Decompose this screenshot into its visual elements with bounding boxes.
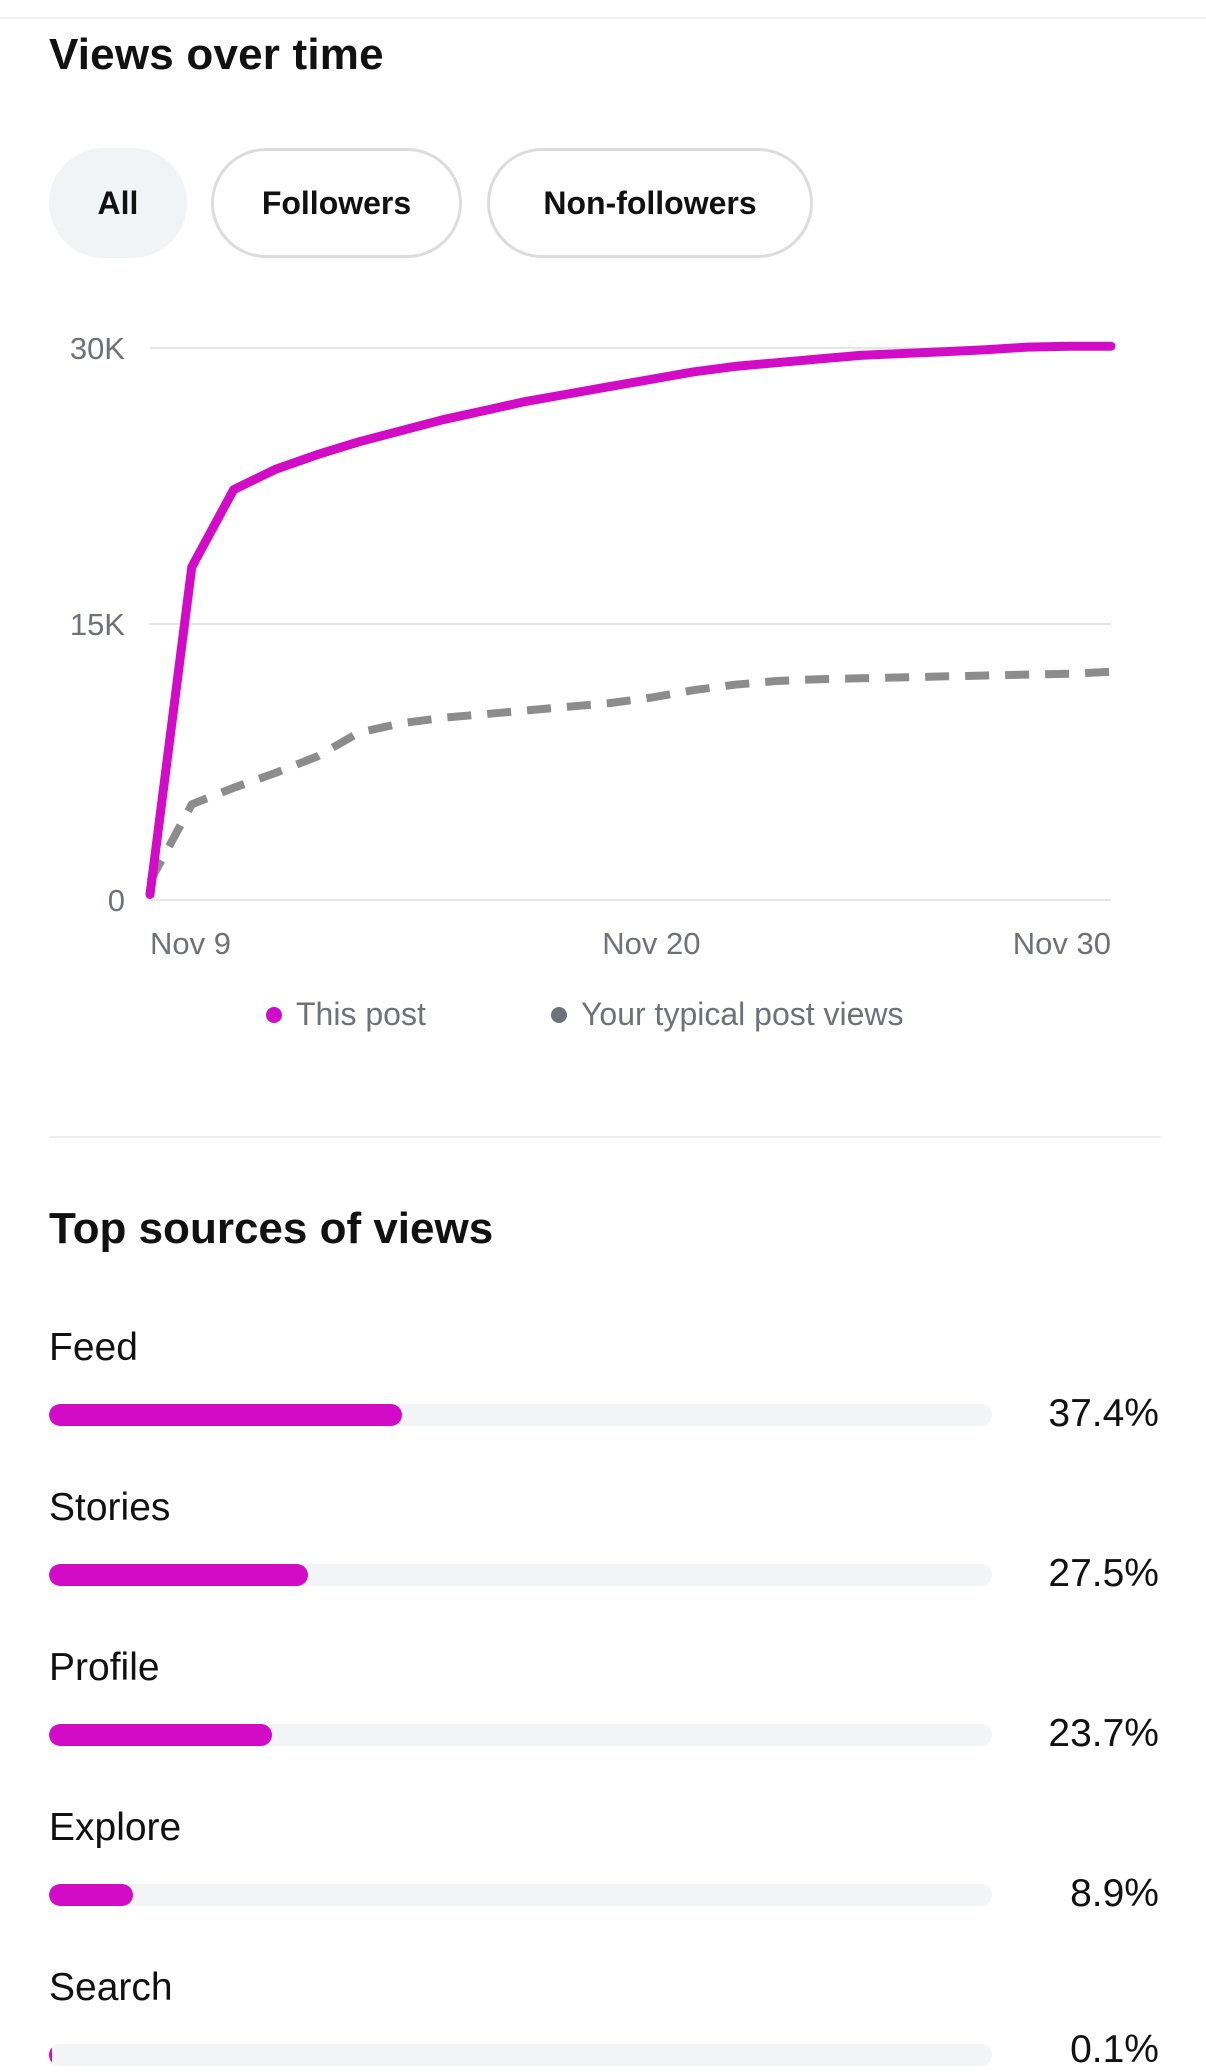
source-bar-track-explore <box>49 1884 992 1906</box>
source-label-explore: Explore <box>49 1806 182 1849</box>
views-over-time-title: Views over time <box>49 30 384 79</box>
filter-all-label: All <box>97 184 139 221</box>
filter-followers-label: Followers <box>261 184 412 221</box>
top-sources-title: Top sources of views <box>49 1204 494 1253</box>
source-label-profile: Profile <box>49 1646 160 1689</box>
legend-this-post: This post <box>266 996 426 1033</box>
source-bar-fill-feed <box>49 1404 402 1426</box>
source-bar-track-stories <box>49 1564 992 1586</box>
filter-all-button[interactable]: All <box>49 148 187 258</box>
legend-this-post-dot <box>266 1006 282 1023</box>
source-percent-stories: 27.5% <box>1048 1552 1159 1595</box>
source-percent-search: 0.1% <box>1070 2028 1159 2071</box>
section-divider <box>49 1136 1161 1138</box>
legend-typical-label: Your typical post views <box>581 996 904 1032</box>
top-divider <box>0 17 1206 19</box>
x-tick-label-1: Nov 20 <box>602 926 700 961</box>
series-line-typical-post-views <box>146 667 1112 884</box>
source-bar-fill-explore <box>49 1884 133 1906</box>
legend-this-post-label: This post <box>296 996 426 1032</box>
filter-non-followers-button[interactable]: Non-followers <box>487 148 813 258</box>
source-percent-explore: 8.9% <box>1070 1872 1159 1915</box>
filter-followers-button[interactable]: Followers <box>211 148 462 258</box>
y-tick-label-1: 15K <box>70 607 125 642</box>
source-bar-fill-search <box>49 2044 52 2066</box>
views-line-chart: 0 15K 30K Nov 9 Nov 20 Nov 30 <box>70 331 1116 961</box>
source-label-feed: Feed <box>49 1326 138 1369</box>
x-tick-label-2: Nov 30 <box>1013 926 1111 961</box>
series-line-this-post <box>145 341 1116 899</box>
source-percent-profile: 23.7% <box>1048 1712 1159 1755</box>
legend-typical-post-views: Your typical post views <box>551 996 904 1033</box>
y-tick-label-2: 30K <box>70 331 125 366</box>
source-percent-feed: 37.4% <box>1048 1392 1159 1435</box>
source-bar-fill-profile <box>49 1724 273 1746</box>
source-bar-track-search <box>49 2044 992 2066</box>
source-label-search: Search <box>49 1966 173 2009</box>
legend-typical-dot <box>551 1006 567 1023</box>
y-tick-label-0: 0 <box>108 883 125 918</box>
filter-non-followers-label: Non-followers <box>543 184 757 221</box>
source-bar-fill-stories <box>49 1564 309 1586</box>
source-bar-track-profile <box>49 1724 992 1746</box>
x-tick-label-0: Nov 9 <box>150 926 231 961</box>
source-label-stories: Stories <box>49 1486 171 1529</box>
source-bar-track-feed <box>49 1404 992 1426</box>
